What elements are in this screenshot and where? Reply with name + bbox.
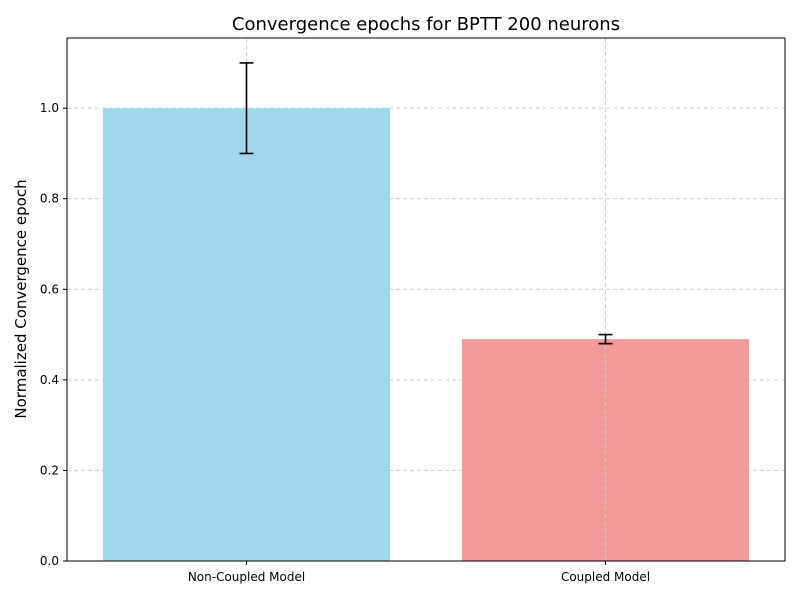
y-tick-label: 0.2 (40, 463, 59, 477)
chart-title: Convergence epochs for BPTT 200 neurons (232, 14, 620, 35)
bar (461, 339, 750, 561)
x-tick-label: Coupled Model (561, 570, 650, 584)
error-bars (239, 62, 613, 345)
x-axis-ticks: Non-Coupled Model Coupled Model (188, 561, 650, 584)
y-tick-label: 0.0 (40, 554, 59, 568)
y-tick-label: 0.8 (40, 192, 59, 206)
bars (102, 108, 750, 561)
x-tick-label: Non-Coupled Model (188, 570, 305, 584)
y-axis-label: Normalized Convergence epoch (12, 179, 30, 418)
y-tick-label: 0.4 (40, 373, 59, 387)
y-tick-label: 1.0 (40, 101, 59, 115)
y-tick-label: 0.6 (40, 282, 59, 296)
plot-frame (66, 37, 786, 562)
y-axis-ticks: 0.0 0.2 0.4 0.6 0.8 1.0 (40, 101, 67, 568)
